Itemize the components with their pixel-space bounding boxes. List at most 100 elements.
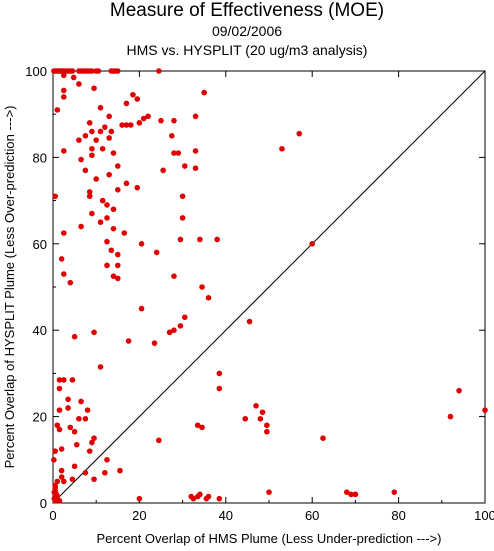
data-point (86, 120, 93, 126)
data-point (91, 85, 97, 92)
data-point (192, 113, 199, 120)
data-point (71, 428, 78, 435)
data-point (71, 333, 78, 340)
data-point (136, 495, 143, 502)
y-axis-label: Percent Overlap of HYSPLIT Plume (Less O… (2, 106, 17, 469)
data-point (95, 68, 102, 74)
data-point (99, 197, 106, 204)
data-point (76, 415, 82, 422)
data-point (199, 284, 205, 290)
y-tick-label: 40 (33, 323, 47, 338)
data-point (102, 124, 108, 130)
data-point (52, 193, 58, 200)
data-point (140, 115, 147, 122)
data-point (175, 150, 182, 156)
data-point (86, 448, 93, 454)
data-point (78, 398, 84, 405)
data-point (56, 377, 63, 383)
data-point (54, 422, 61, 429)
data-point (61, 271, 67, 277)
data-point (110, 206, 117, 213)
data-point (89, 152, 95, 159)
data-point (89, 68, 95, 74)
x-tick-label: 0 (49, 508, 56, 523)
data-point (125, 338, 132, 344)
x-tick-label: 40 (219, 508, 233, 523)
data-point (151, 340, 158, 346)
data-point (115, 163, 121, 169)
data-point (309, 241, 316, 247)
data-point (194, 422, 201, 429)
data-point (171, 117, 177, 124)
data-point (78, 223, 84, 230)
data-point (257, 415, 264, 422)
data-point (177, 323, 184, 329)
data-point (93, 137, 99, 143)
data-point (197, 236, 203, 243)
data-point (145, 113, 151, 120)
data-point (67, 424, 74, 431)
data-point (134, 184, 141, 191)
data-point (115, 262, 121, 269)
data-point (391, 489, 398, 496)
data-point (71, 463, 78, 470)
data-point (123, 122, 130, 128)
data-point (106, 171, 112, 178)
one-to-one-line (52, 70, 486, 504)
data-point (61, 72, 67, 79)
data-point (67, 279, 74, 286)
data-point (115, 68, 121, 74)
x-tick-label: 100 (474, 508, 494, 523)
y-tick-label: 80 (33, 150, 47, 165)
data-point (58, 446, 65, 452)
data-point (69, 377, 76, 383)
data-point (78, 156, 84, 163)
data-point (89, 210, 95, 217)
data-point (266, 489, 272, 496)
data-point (97, 219, 104, 225)
data-point (58, 467, 65, 474)
data-point (121, 230, 128, 236)
data-point (104, 457, 110, 463)
data-point (456, 387, 462, 394)
data-point (181, 314, 188, 321)
data-point (82, 133, 89, 139)
data-point (91, 435, 97, 442)
data-point (54, 107, 61, 113)
data-point (190, 495, 197, 502)
data-point (216, 385, 223, 392)
data-point (70, 74, 77, 81)
data-point (279, 145, 285, 152)
data-point (104, 215, 110, 221)
data-point (179, 215, 186, 221)
data-point (264, 428, 270, 435)
data-point (104, 238, 110, 245)
data-point (51, 457, 57, 463)
data-point (91, 329, 97, 336)
data-point (102, 469, 108, 476)
data-point (242, 415, 249, 422)
data-point (91, 476, 97, 483)
data-point (54, 478, 61, 485)
data-point (115, 275, 121, 282)
data-point (106, 135, 112, 141)
data-point (110, 150, 117, 156)
data-point (138, 305, 145, 312)
data-point (156, 68, 162, 74)
data-point (93, 176, 99, 182)
data-point (61, 148, 67, 154)
data-point (76, 137, 82, 143)
data-point (82, 415, 89, 422)
data-point (296, 130, 303, 137)
data-point (89, 145, 95, 152)
data-point (61, 478, 67, 485)
data-point (61, 377, 67, 383)
data-point (115, 187, 121, 193)
data-point (73, 441, 80, 448)
data-point (89, 128, 95, 135)
data-point (61, 230, 67, 236)
data-point (166, 329, 173, 336)
data-point (52, 448, 58, 454)
data-point (214, 236, 220, 243)
